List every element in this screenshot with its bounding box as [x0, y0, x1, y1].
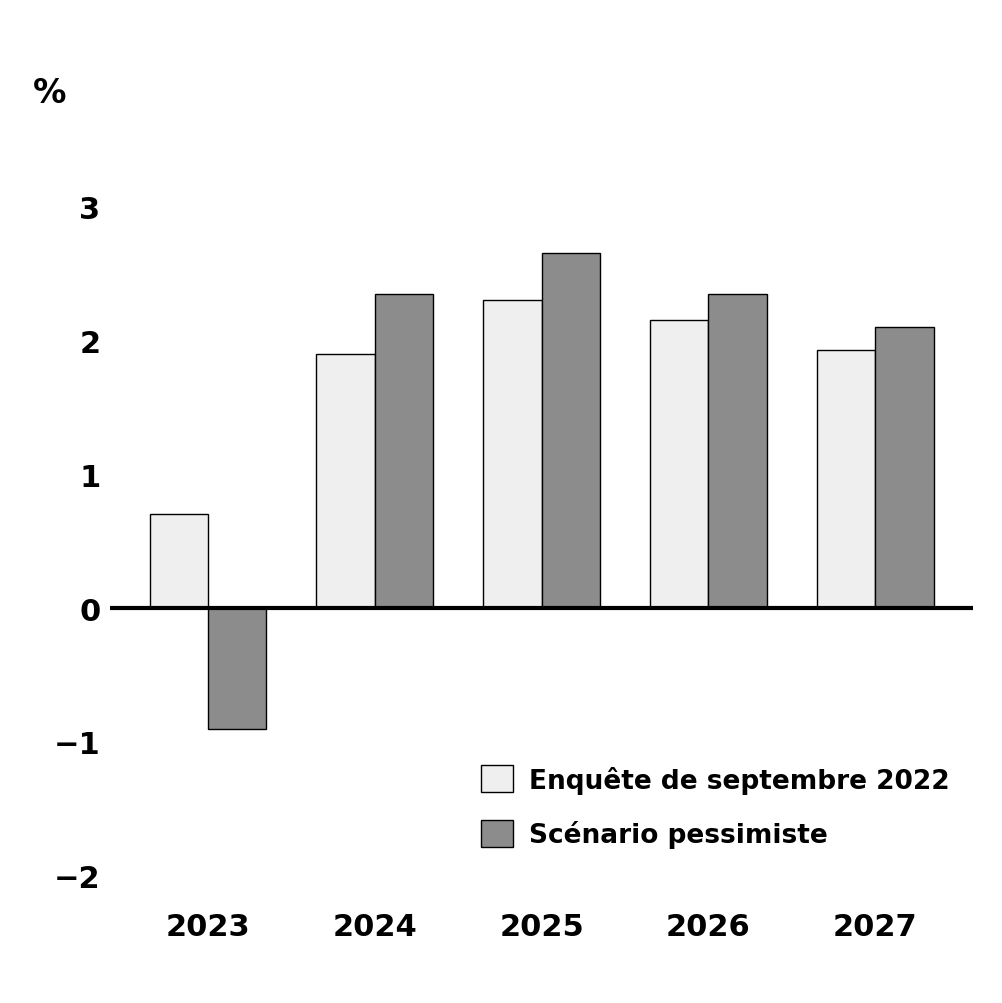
Bar [207, 609, 267, 729]
Bar [375, 294, 433, 609]
Bar [541, 254, 599, 609]
Text: %: % [33, 77, 66, 110]
Bar [316, 354, 375, 609]
Bar [483, 301, 541, 609]
Bar [816, 350, 875, 609]
Bar [875, 328, 933, 609]
Bar [649, 321, 707, 609]
Legend: Enquête de septembre 2022, Scénario pessimiste: Enquête de septembre 2022, Scénario pess… [470, 755, 959, 859]
Bar [149, 515, 207, 609]
Bar [707, 294, 767, 609]
